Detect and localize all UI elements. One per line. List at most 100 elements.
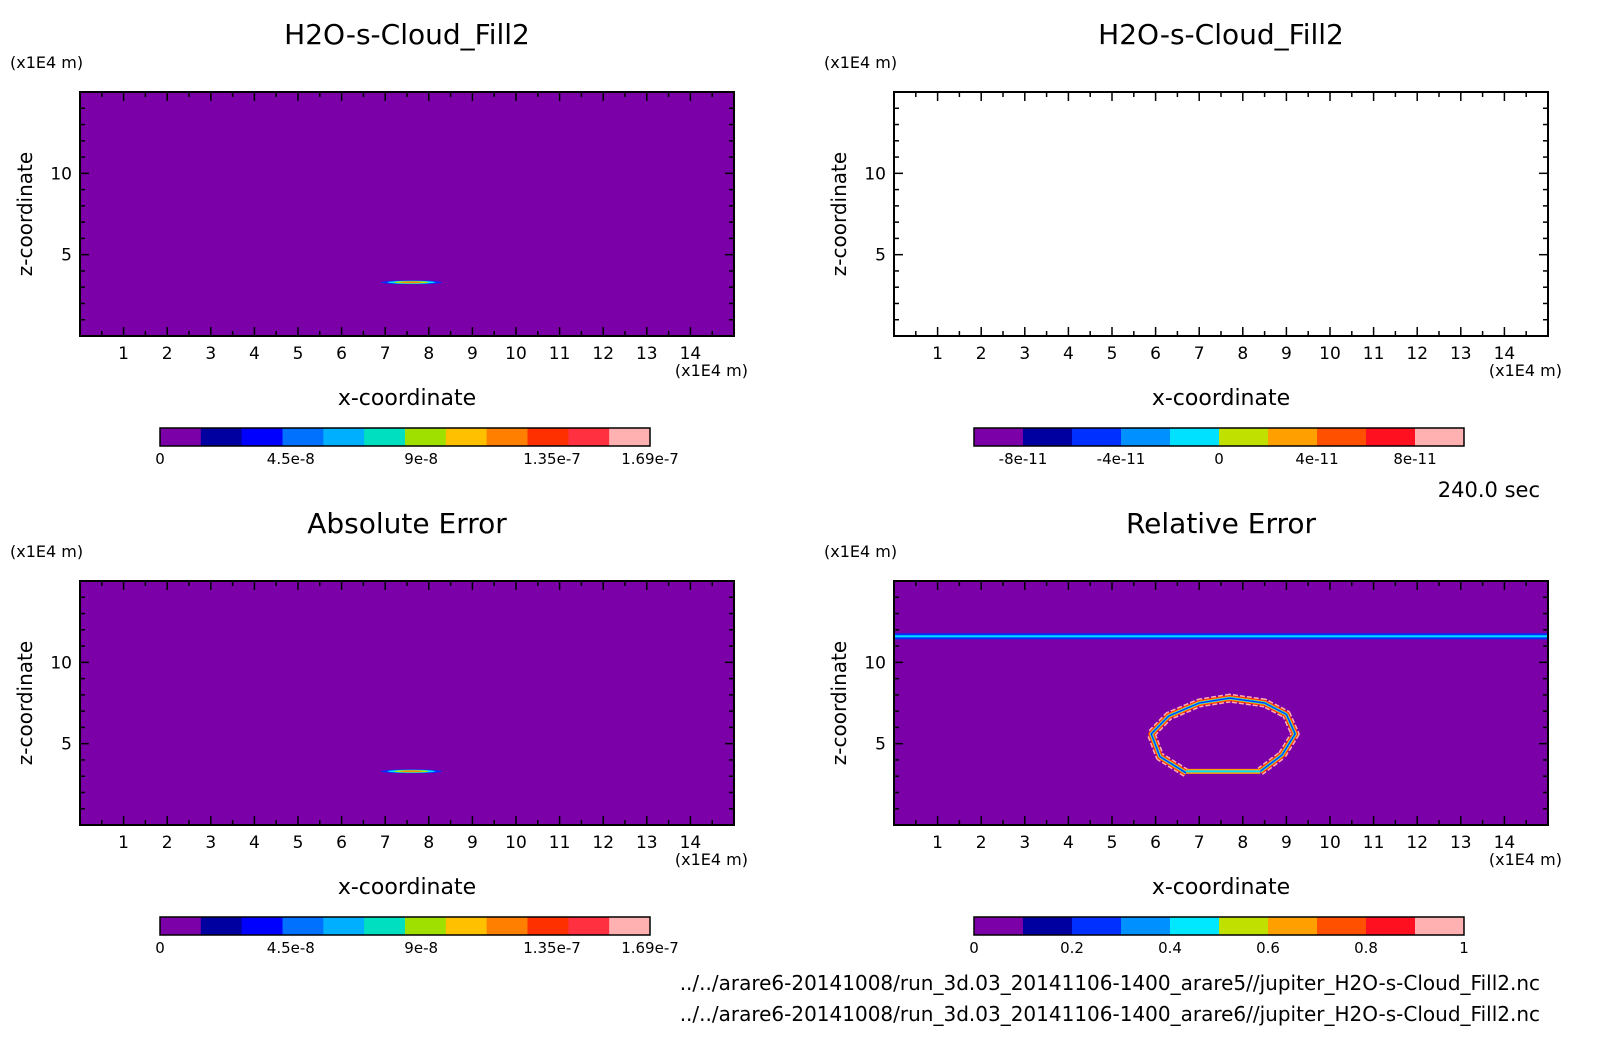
x-tick-label: 1 [932,344,943,364]
colorbar-tick-label: 0 [155,939,165,957]
x-tick-label: 4 [249,833,260,853]
x-tick-label: 1 [118,344,129,364]
x-axis-label: x-coordinate [338,386,476,411]
x-tick-label: 3 [205,344,216,364]
x-tick-label: 6 [336,833,347,853]
colorbar-swatch [1317,428,1367,446]
x-tick-label: 6 [1150,344,1161,364]
colorbar-swatch [1023,917,1073,935]
x-tick-label: 7 [1194,344,1205,364]
x-tick-label: 14 [1494,344,1516,364]
colorbar-swatch [282,917,324,935]
colorbar-swatch [1072,428,1122,446]
x-tick-label: 10 [1319,344,1341,364]
colorbar-tick-label: 0.2 [1060,939,1084,957]
y-tick-label: 10 [864,164,886,184]
colorbar-tick-label: 1 [1459,939,1469,957]
x-tick-label: 12 [1406,833,1428,853]
colorbar-swatch [486,917,528,935]
x-axis-label: x-coordinate [1152,386,1290,411]
colorbar-swatch [527,428,569,446]
colorbar-swatch [1317,917,1367,935]
panel-p2: H2O-s-Cloud_Fill2(x1E4 m)(x1E4 m)1 2 3 4 5 6 7… [824,18,1562,468]
colorbar-tick-label: 0 [1214,450,1224,468]
colorbar-swatch [527,917,569,935]
y-tick-label: 10 [50,164,72,184]
x-tick-label: 2 [162,833,173,853]
y-tick-label: 10 [864,653,886,673]
x-tick-label: 3 [1019,833,1030,853]
colorbar-swatch [486,428,528,446]
x-tick-label: 13 [636,344,658,364]
x-tick-label: 5 [1107,344,1118,364]
x-tick-label: 7 [380,833,391,853]
colorbar-tick-label: 4.5e-8 [267,450,315,468]
x-unit-label: (x1E4 m) [675,850,748,869]
panel-title: Absolute Error [307,507,507,540]
colorbar-frame [159,427,651,447]
colorbar-tick-label: 0 [155,450,165,468]
y-unit-label: (x1E4 m) [10,53,83,72]
panel-title: H2O-s-Cloud_Fill2 [284,18,530,51]
x-tick-label: 5 [1107,833,1118,853]
colorbar-swatch [1219,917,1269,935]
x-tick-label: 10 [505,833,527,853]
x-tick-label: 7 [1194,833,1205,853]
colorbar-swatch [241,917,283,935]
x-unit-label: (x1E4 m) [1489,361,1562,380]
colorbar-tick-label: 1.69e-7 [621,939,679,957]
x-tick-label: 7 [380,344,391,364]
x-tick-label: 4 [1063,344,1074,364]
plot-area [80,581,734,825]
x-tick-label: 1 [118,833,129,853]
x-tick-label: 8 [423,833,434,853]
colorbar-tick-label: 1.35e-7 [523,450,581,468]
panel-title: H2O-s-Cloud_Fill2 [1098,18,1344,51]
x-tick-label: 9 [467,344,478,364]
horizontal-band-core [894,635,1548,638]
colorbar-frame [973,427,1465,447]
y-tick-label: 5 [875,735,886,755]
x-tick-label: 13 [1450,833,1472,853]
colorbar-swatch [405,428,447,446]
colorbar-tick-label: 4.5e-8 [267,939,315,957]
y-tick-label: 5 [875,246,886,266]
colorbar-swatch [1268,917,1318,935]
colorbar-tick-label: 9e-8 [404,939,438,957]
colorbar-swatch [1023,428,1073,446]
panel-p1: H2O-s-Cloud_Fill2(x1E4 m)(x1E4 m)1 2 3 4 5 6 7… [10,18,748,468]
y-axis-label: z-coordinate [827,641,851,765]
x-tick-label: 12 [592,344,614,364]
y-tick-label: 5 [61,246,72,266]
colorbar-swatch [323,917,365,935]
colorbar-tick-label: 8e-11 [1393,450,1436,468]
x-tick-label: 2 [162,344,173,364]
y-unit-label: (x1E4 m) [824,53,897,72]
colorbar-swatch [568,917,610,935]
colorbar-swatch [1415,428,1465,446]
x-tick-label: 14 [680,833,702,853]
colorbar-swatch [1366,428,1416,446]
x-tick-label: 14 [1494,833,1516,853]
cloud-contour [400,281,422,284]
x-unit-label: (x1E4 m) [675,361,748,380]
colorbar-swatch [568,428,610,446]
x-tick-label: 4 [1063,833,1074,853]
x-tick-label: 14 [680,344,702,364]
colorbar-swatch [974,428,1024,446]
x-tick-label: 3 [1019,344,1030,364]
x-tick-label: 10 [505,344,527,364]
colorbar-swatch [405,917,447,935]
colorbar-tick-label: 4e-11 [1295,450,1338,468]
cloud-contour [400,770,422,773]
colorbar-tick-label: 0 [969,939,979,957]
y-axis-label: z-coordinate [13,152,37,276]
x-tick-label: 4 [249,344,260,364]
colorbar-swatch [1170,917,1220,935]
file-path-1: ../../arare6-20141008/run_3d.03_20141106… [680,971,1540,995]
plot-area [894,92,1548,336]
plot-area [80,92,734,336]
x-tick-label: 9 [467,833,478,853]
colorbar-swatch [364,917,406,935]
